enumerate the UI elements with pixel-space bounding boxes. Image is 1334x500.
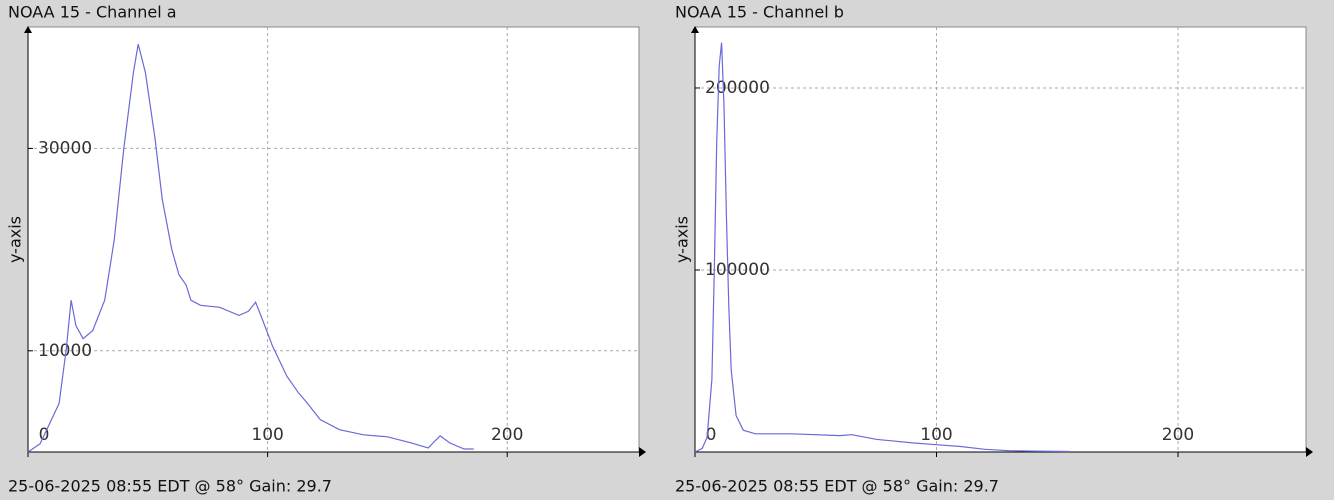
y-tick-label: 100000 <box>705 260 770 280</box>
y-tick-label: 200000 <box>705 78 770 98</box>
x-tick-label: 0 <box>706 425 717 445</box>
footer: 25-06-2025 08:55 EDT @ 58° Gain: 29.7 <box>8 477 332 496</box>
y-axis-label: y-axis <box>6 216 25 263</box>
axis-arrow <box>24 26 32 33</box>
data-line <box>27 44 474 453</box>
data-line <box>694 42 1070 453</box>
footer: 25-06-2025 08:55 EDT @ 58° Gain: 29.7 <box>675 477 999 496</box>
y-axis-label: y-axis <box>673 216 692 263</box>
plot-area <box>694 26 1307 453</box>
x-tick-label: 100 <box>251 425 283 445</box>
chart-title: NOAA 15 - Channel b <box>675 3 844 22</box>
chart-title: NOAA 15 - Channel a <box>8 3 177 22</box>
axis-arrow <box>639 447 646 457</box>
axis-arrow <box>691 26 699 33</box>
y-tick-label: 30000 <box>38 138 92 158</box>
y-tick-label: 10000 <box>38 341 92 361</box>
axis-arrow <box>1306 447 1313 457</box>
x-tick-label: 100 <box>920 425 952 445</box>
plot-area <box>27 26 640 453</box>
x-tick-label: 200 <box>1162 425 1194 445</box>
x-tick-label: 200 <box>491 425 523 445</box>
